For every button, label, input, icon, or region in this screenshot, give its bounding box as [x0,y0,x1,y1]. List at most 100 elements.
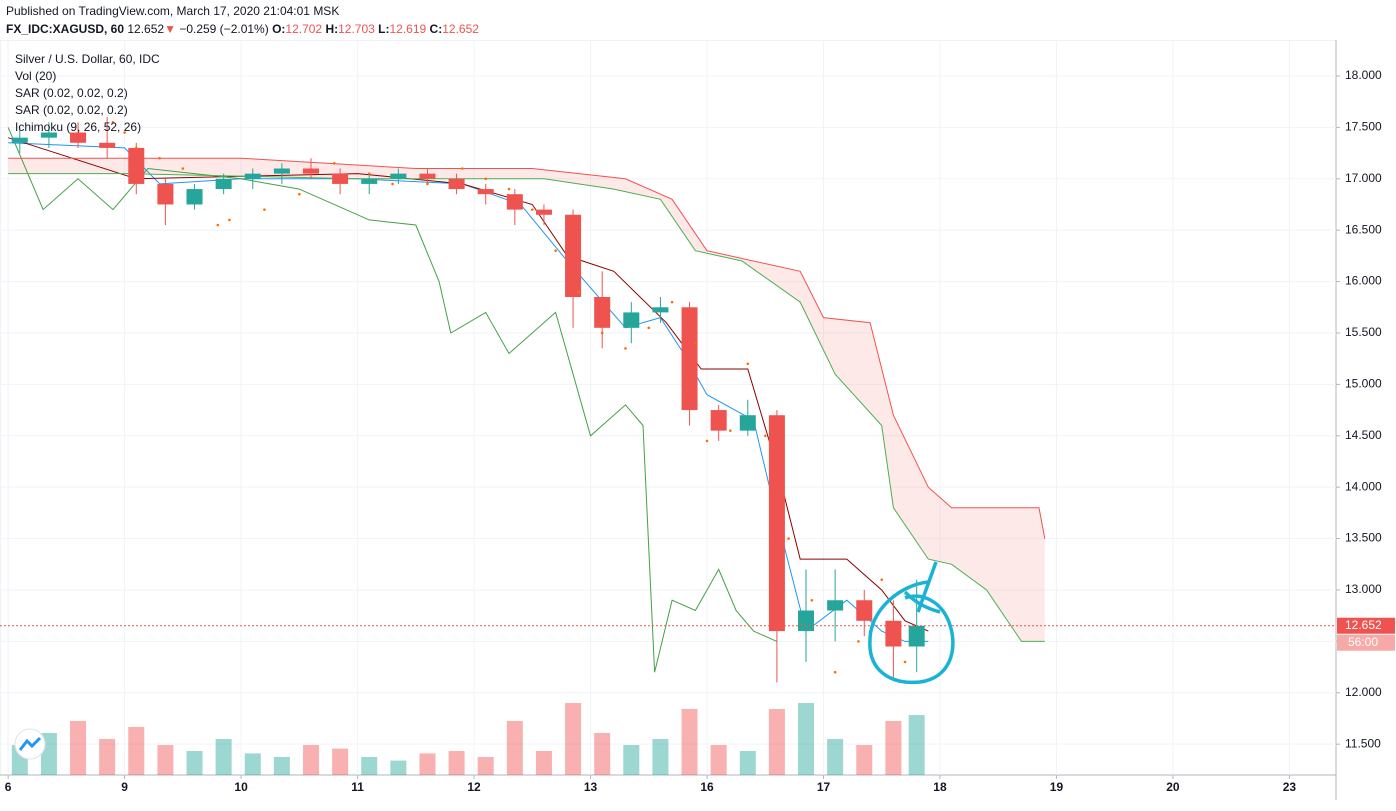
y-tick-label: 15.500 [1345,325,1382,339]
high: 12.703 [338,22,375,36]
symbol: FX_IDC:XAGUSD, 60 [6,22,125,36]
sar-dot [554,249,557,253]
sar-dot [461,167,464,170]
candle-body [390,173,407,179]
sar-dot [158,156,161,160]
price-label: 12.652 [1345,618,1382,632]
sar-dot [367,172,371,175]
candle-body [535,209,552,215]
x-tick-label: 10 [234,780,248,794]
h-label: H: [325,22,339,36]
y-tick-label: 13.500 [1345,531,1382,545]
sar-dot [507,187,511,191]
y-tick-label: 15.000 [1345,377,1382,391]
volume-bar [594,733,611,775]
sar-dot [857,640,860,643]
y-tick-label: 12.000 [1345,685,1382,699]
volume-bar [99,739,116,775]
legend-item: SAR (0.02, 0.02, 0.2) [15,103,128,117]
candle-body [710,410,727,431]
sar-dot [263,208,266,211]
candle-body [565,214,582,297]
chart: 11.50012.00012.50013.00013.50014.00014.5… [0,40,1395,800]
candle-body [302,168,320,174]
candle-body [215,178,232,190]
legend-item: Ichimoku (9, 26, 52, 26) [15,120,141,134]
volume-bar [856,745,873,775]
candle-body [244,173,261,179]
sar-dot [729,429,732,432]
sar-dot [111,120,115,124]
candle-body [827,600,844,611]
y-tick-label: 16.500 [1345,222,1382,236]
candle-body [448,178,465,190]
countdown: 56:00 [1348,635,1378,649]
y-tick-label: 17.000 [1345,171,1382,185]
candle-body [506,194,523,210]
x-tick-label: 12 [467,780,481,794]
price-label-box [1337,617,1395,634]
candle-body [623,312,640,328]
candle-body [681,307,698,411]
sar-dot [833,670,837,674]
sar-dot [228,218,231,222]
candle-body [99,142,116,148]
candle-body [128,147,145,184]
volume-bar [535,751,552,775]
ichimoku-line [8,157,1046,539]
candle-body [652,307,669,313]
x-tick-label: 17 [817,780,831,794]
candle-body [40,132,57,138]
published: Published on TradingView.com, March 17, … [6,4,340,18]
candle-body [361,178,378,184]
y-tick-label: 13.000 [1345,582,1382,596]
sar-dot [181,167,185,170]
hand-drawn-annotation [868,561,955,685]
candle-body [739,415,756,431]
last: 12.652 [127,22,165,36]
candle-body [186,189,203,205]
sar-dot [694,341,697,345]
candle-body [594,296,611,328]
volume-bar [215,739,232,775]
volume-bar [710,745,727,775]
sar-dot [531,208,534,211]
sar-dot [903,660,907,664]
legend-item: Silver / U.S. Dollar, 60, IDC [15,52,160,66]
l-label: L: [378,22,390,36]
volume-bar [244,753,261,775]
candle-body [856,600,873,621]
volume-bar [273,757,290,775]
sar-dot [426,182,429,186]
sar-dot [298,192,301,196]
volume-bar [739,751,756,775]
sar-dot [763,434,767,438]
candle-body [419,173,436,179]
volume-bar [908,715,925,775]
volume-bar [827,739,844,775]
volume-bar [70,721,87,775]
c-label: C: [429,22,443,36]
legend-item: SAR (0.02, 0.02, 0.2) [15,86,128,100]
sar-dot [600,331,604,335]
candle-body [768,415,785,632]
volume-bar [565,703,582,775]
volume-bar [419,753,436,775]
sar-dot [577,290,581,294]
sar-dot [134,146,138,150]
plot-area [0,40,1337,776]
open: 12.702 [285,22,323,36]
countdown-box [1337,634,1395,651]
sar-dot [810,598,814,602]
x-tick-label: 18 [933,780,947,794]
volume-bar [361,757,378,775]
close: 12.652 [442,22,479,36]
sar-dot [705,439,709,443]
x-tick-label: 19 [1050,780,1064,794]
candle-body [70,132,87,143]
volume-bar [128,727,145,775]
volume-bar [186,751,203,775]
y-tick-label: 17.500 [1345,120,1382,134]
volume-bar [506,721,523,775]
